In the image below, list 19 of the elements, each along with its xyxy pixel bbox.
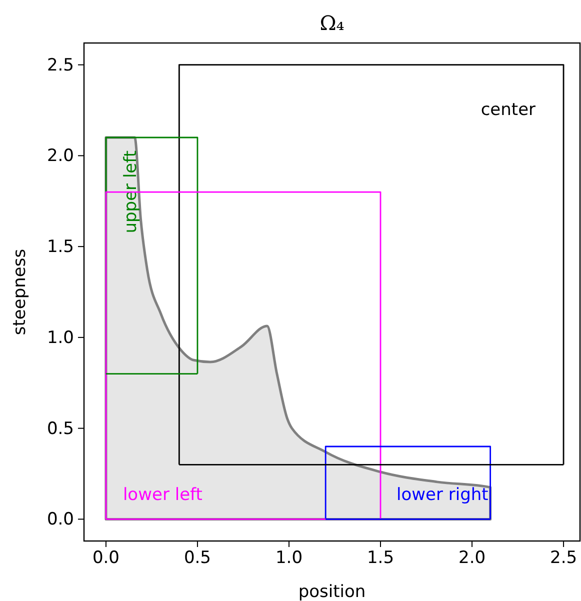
y-tick-label: 0.5 xyxy=(46,418,74,439)
x-axis-title: position xyxy=(298,582,366,601)
x-tick-label: 2.0 xyxy=(458,548,486,568)
x-tick-label: 1.0 xyxy=(275,548,303,568)
y-axis-title: steepness xyxy=(10,248,30,336)
chart-title: Ω₄ xyxy=(320,11,344,35)
text: upper left xyxy=(120,150,141,234)
y-tick-label: 2.5 xyxy=(46,55,74,76)
y-tick-label: 2.0 xyxy=(46,146,74,166)
x-tick-label: 0.0 xyxy=(92,548,120,568)
y-tick-label: 1.5 xyxy=(46,237,74,257)
series-label: lower right xyxy=(396,485,489,506)
y-tick-label: 0.0 xyxy=(46,510,74,530)
x-tick-label: 0.5 xyxy=(184,548,211,568)
y-tick-label: 1.0 xyxy=(46,328,74,348)
series-label: lower left xyxy=(122,485,203,506)
x-tick-label: 2.5 xyxy=(550,548,578,568)
x-tick-label: 1.5 xyxy=(366,548,394,568)
series-label: center xyxy=(480,100,536,120)
